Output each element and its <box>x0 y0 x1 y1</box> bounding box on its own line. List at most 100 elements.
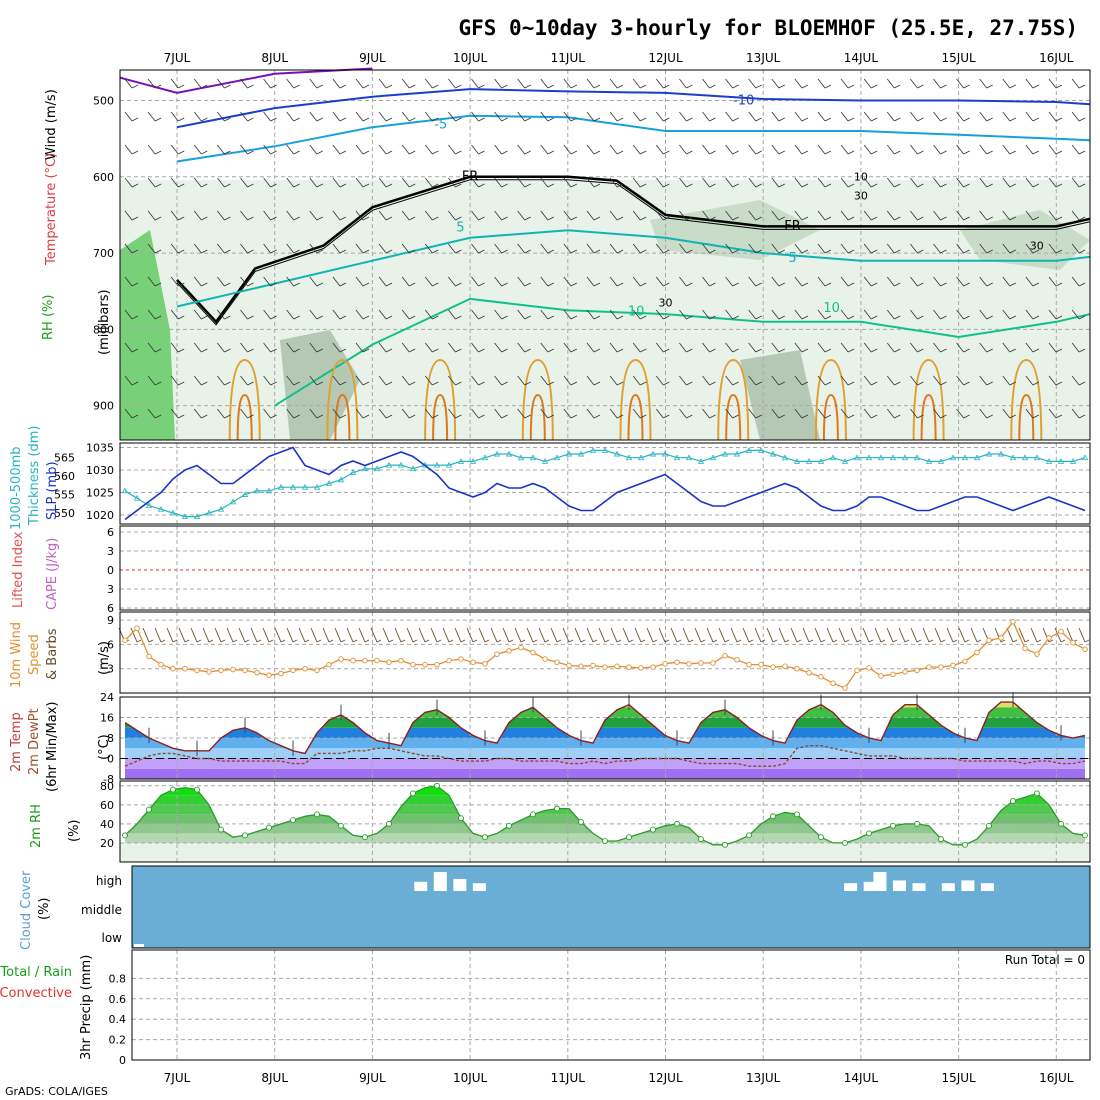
wind-barb <box>1071 210 1086 221</box>
wind-barb <box>124 111 139 122</box>
wind-barb <box>217 111 231 122</box>
wind-barb <box>517 276 531 287</box>
wind-barb <box>794 276 809 287</box>
wind-barb <box>817 210 832 221</box>
surface-wind-barb <box>202 627 214 643</box>
wind-barb <box>933 177 947 188</box>
wind-barb <box>1071 342 1086 353</box>
surface-wind-barb <box>502 627 514 643</box>
slp-label: SLP (mb) <box>45 461 60 520</box>
date-label-bottom: 12JUL <box>648 1071 683 1085</box>
wind-barb <box>979 78 993 89</box>
wind-barb <box>979 408 993 419</box>
wind-barb <box>1071 243 1086 254</box>
wind-speed-point <box>230 666 236 673</box>
wind-barb <box>263 408 277 419</box>
thickness-point <box>541 458 549 464</box>
wind-barb <box>956 342 970 353</box>
thickness-point <box>433 461 441 468</box>
thickness-tick: 555 <box>54 489 75 502</box>
wind-barb <box>863 78 878 89</box>
wind-barb <box>355 144 370 155</box>
wind-barb <box>240 276 254 287</box>
wind-barb <box>193 210 208 221</box>
wind-barb <box>863 309 878 320</box>
wind-barb <box>632 144 647 155</box>
wind-barb <box>517 408 531 419</box>
wind-speed-point <box>458 656 464 662</box>
isotherm-fr-double <box>176 179 1091 326</box>
wind-speed-point <box>698 660 704 666</box>
panel1-frame <box>119 69 1091 441</box>
surface-wind-barb <box>418 627 430 643</box>
wind-barb <box>910 144 924 155</box>
wind-barb <box>1048 375 1063 386</box>
wind-barb <box>1048 177 1063 188</box>
wind-barb <box>886 78 901 89</box>
wind-barb <box>840 243 855 254</box>
thickness-point <box>1009 454 1017 461</box>
thickness-point <box>697 458 705 464</box>
rh-point <box>962 841 968 848</box>
slp-tick: 1030 <box>86 464 114 477</box>
wind-barb <box>794 342 809 353</box>
wind-speed-point <box>1082 646 1088 653</box>
panel8-axis-labels: Total / Rain Convective 3hr Precip (mm) … <box>0 953 1085 1060</box>
wind-speed-point <box>914 667 920 674</box>
cloud-cover-label: Cloud Cover <box>19 870 34 950</box>
panel8-bg <box>132 950 1090 1060</box>
thickness-point <box>241 491 249 497</box>
wind-barb <box>609 111 624 122</box>
thickness-point <box>505 450 513 457</box>
wind-speed-point <box>782 663 788 670</box>
thickness-line <box>124 449 1086 518</box>
cloud-high-bar <box>433 872 447 891</box>
wind-barb <box>748 210 762 221</box>
wind-barb <box>448 111 462 122</box>
surface-wind-barb <box>838 627 850 643</box>
panel-precip: 0 0.2 0.4 0.6 0.8 <box>109 949 1091 1067</box>
wind-barb <box>471 177 485 188</box>
surface-wind-barb <box>610 627 622 643</box>
panel-lifted-index: 6 3 0 3 6 <box>107 525 1091 615</box>
rh-point <box>626 834 632 841</box>
thickness-point <box>949 454 957 461</box>
rh-point <box>386 820 392 827</box>
wind-barb <box>863 177 878 188</box>
wind-barb <box>933 309 947 320</box>
surface-wind-barb <box>1006 627 1018 643</box>
wind-barb <box>332 276 347 287</box>
wind-barb <box>424 111 439 122</box>
rh-point <box>410 790 416 797</box>
wind-barb <box>725 177 739 188</box>
wind-barb <box>378 144 393 155</box>
wind-barb <box>494 78 508 89</box>
wind-barb <box>794 111 809 122</box>
wind-barb <box>655 375 670 386</box>
wind-barb <box>1025 111 1040 122</box>
wind-barb <box>286 144 300 155</box>
wind-barb <box>170 177 185 188</box>
surface-wind-barb <box>538 627 550 643</box>
wind-barb <box>124 210 139 221</box>
wind-speed-point <box>770 664 776 670</box>
cloud-cover-units: (%) <box>37 898 52 921</box>
wind-barb <box>494 111 508 122</box>
wind-barb <box>586 408 601 419</box>
wind-barb <box>494 210 508 221</box>
wind-barb <box>632 276 647 287</box>
wind-barb <box>355 309 370 320</box>
rh-point <box>362 834 368 841</box>
rh-point <box>482 834 488 841</box>
wind-speed-point <box>950 662 956 669</box>
wind-barb <box>471 243 485 254</box>
millibars-label: (millibars) <box>97 289 112 355</box>
thickness-point <box>217 505 225 512</box>
wind-barb <box>193 276 208 287</box>
surface-wind-barb <box>574 627 586 643</box>
thickness-point <box>133 494 141 501</box>
wind-barb <box>933 243 947 254</box>
thickness-point <box>409 465 417 472</box>
slp-tick: 1035 <box>86 442 114 455</box>
panel3-frame <box>119 525 1091 611</box>
